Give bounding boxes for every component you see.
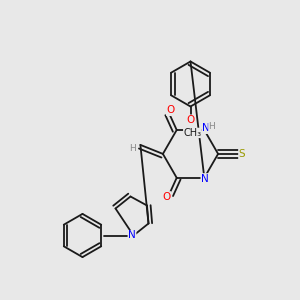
Text: O: O bbox=[167, 106, 175, 116]
Text: H: H bbox=[208, 122, 215, 131]
Text: CH₃: CH₃ bbox=[183, 128, 201, 138]
Text: O: O bbox=[163, 192, 171, 202]
Text: N: N bbox=[128, 230, 136, 241]
Text: O: O bbox=[186, 115, 195, 125]
Text: N: N bbox=[201, 174, 209, 184]
Text: N: N bbox=[202, 124, 210, 134]
Text: H: H bbox=[130, 144, 136, 153]
Text: S: S bbox=[239, 149, 245, 159]
